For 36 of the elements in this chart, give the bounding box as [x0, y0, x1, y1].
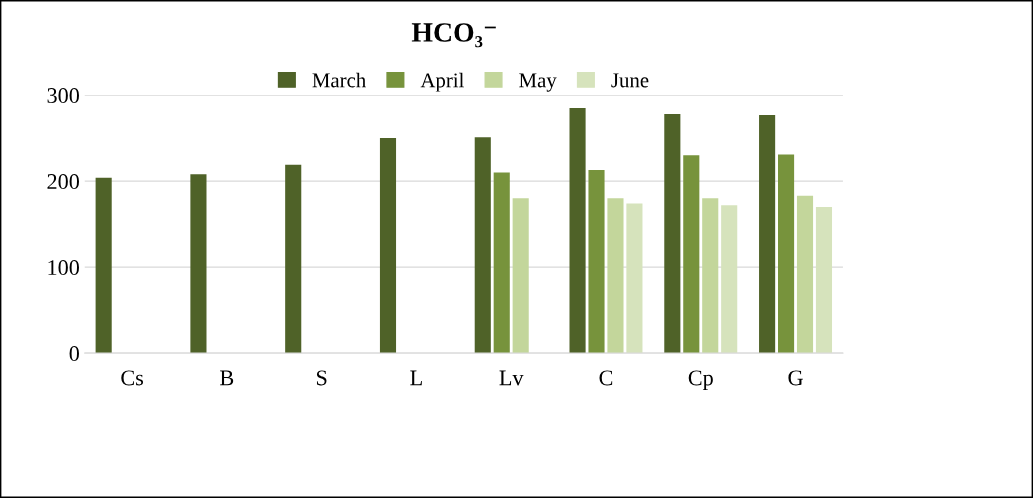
bar	[759, 114, 776, 354]
y-tick-label: 0	[69, 346, 79, 362]
legend-label: June	[611, 73, 649, 88]
bar	[512, 198, 529, 354]
bar	[588, 169, 605, 354]
bar	[607, 198, 624, 354]
bar	[721, 205, 738, 354]
x-tick-label: Cs	[121, 370, 144, 386]
bar	[493, 172, 510, 354]
x-tick-label: Cp	[688, 370, 713, 390]
legend-label: April	[420, 72, 464, 92]
x-tick-label: Lv	[499, 370, 524, 386]
bar	[569, 108, 586, 354]
bar	[664, 114, 681, 354]
x-tick-label: S	[316, 370, 327, 386]
bar	[683, 155, 700, 354]
y-tick-label: 300	[47, 88, 79, 104]
x-tick-label: L	[410, 370, 422, 386]
x-tick-label: B	[220, 370, 234, 386]
bar	[379, 138, 397, 354]
bar	[778, 154, 795, 354]
bar	[702, 198, 719, 354]
y-tick-label: 200	[47, 174, 79, 190]
bar	[626, 203, 643, 354]
bar	[190, 174, 207, 354]
legend-label: May	[519, 73, 557, 92]
bar	[815, 206, 833, 354]
chart-title: HCO₃⁻	[411, 23, 496, 48]
bar	[474, 137, 491, 354]
legend-label: March	[312, 72, 366, 88]
bar	[285, 164, 302, 354]
bar	[796, 195, 814, 354]
bar	[95, 177, 112, 354]
x-tick-label: G	[788, 370, 803, 386]
x-tick-label: C	[599, 370, 613, 386]
y-tick-label: 100	[48, 260, 79, 276]
